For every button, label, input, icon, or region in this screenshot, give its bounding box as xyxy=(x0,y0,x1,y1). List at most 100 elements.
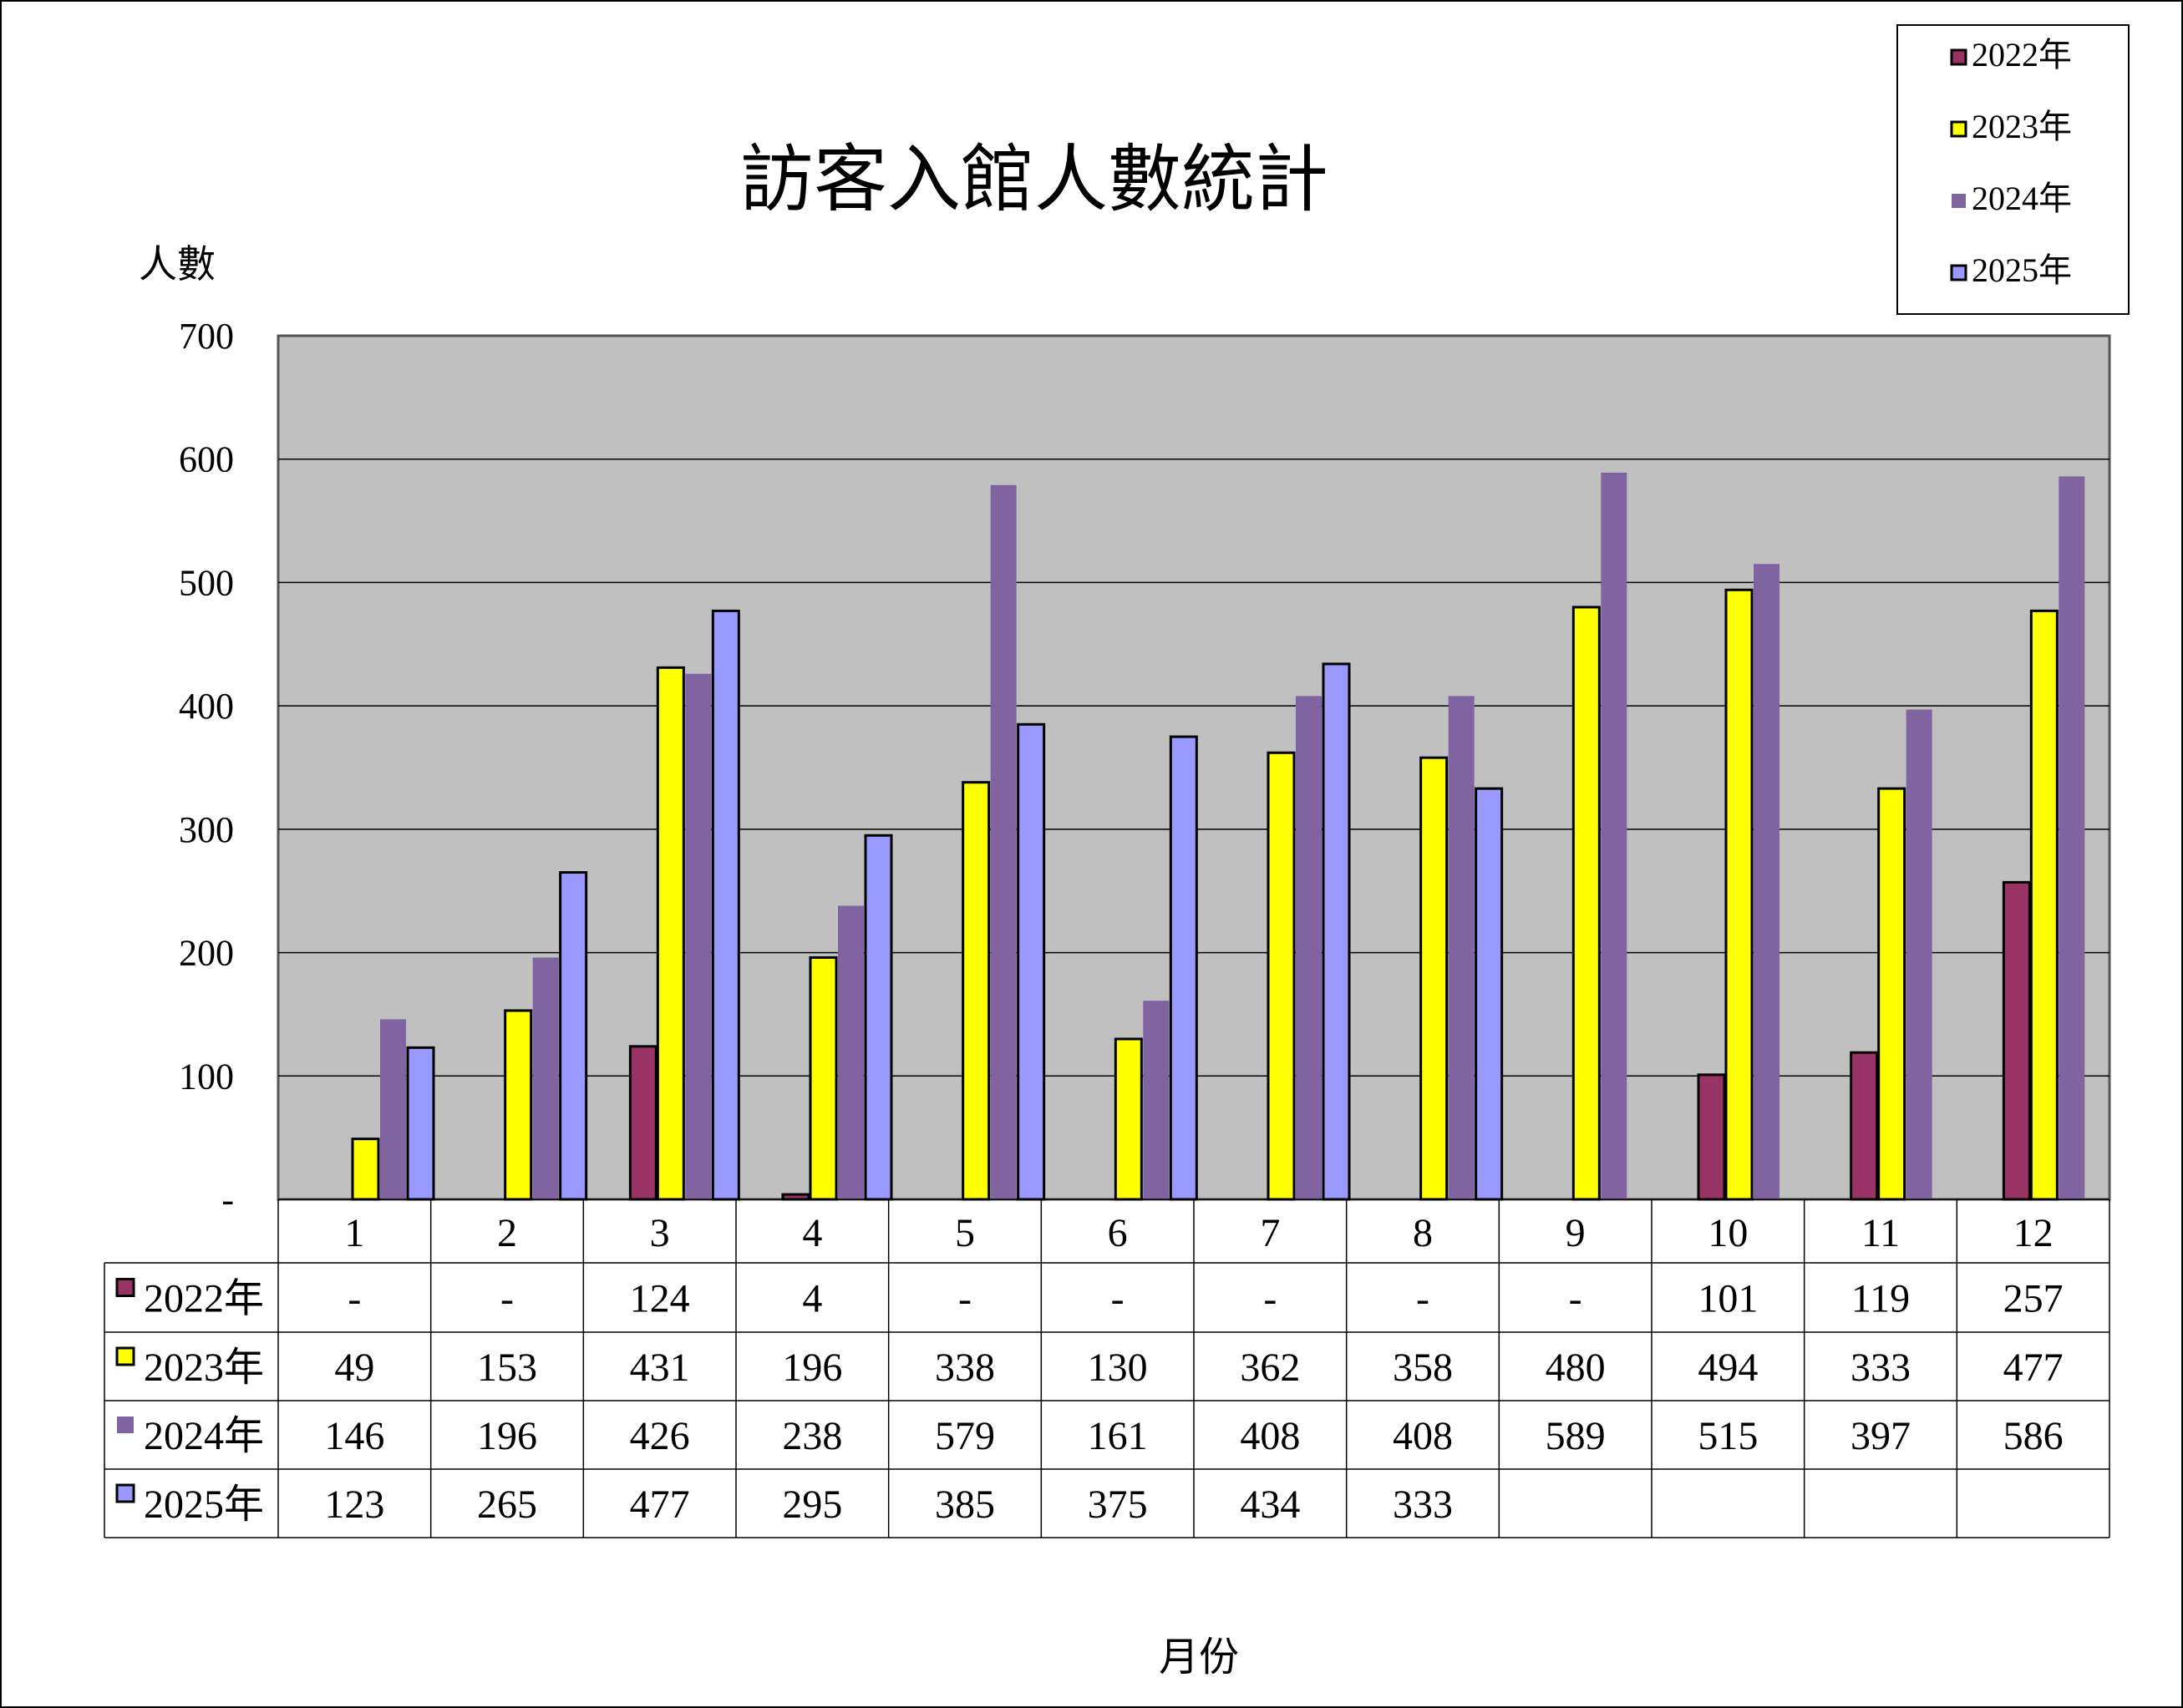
legend-label: 2023年 xyxy=(1972,108,2072,145)
bar-2024年-7 xyxy=(1296,696,1322,1199)
legend-box xyxy=(1896,24,2130,315)
legend-swatch xyxy=(1950,264,1967,281)
table-cell: 362 xyxy=(1240,1346,1300,1390)
x-tick-label: 8 xyxy=(1413,1211,1433,1255)
bar-2023年-10 xyxy=(1724,588,1754,1201)
x-tick-label: 9 xyxy=(1566,1211,1586,1255)
legend-label: 2025年 xyxy=(1972,251,2072,289)
bar-2025年-4 xyxy=(864,834,893,1201)
table-cell: 431 xyxy=(630,1346,690,1390)
table-cell: 153 xyxy=(477,1346,537,1390)
bar-2023年-3 xyxy=(656,666,685,1201)
chart-title: 訪客入館人數統計 xyxy=(740,136,1328,222)
y-tick-label: - xyxy=(221,1179,234,1220)
bar-2023年-6 xyxy=(1114,1037,1143,1201)
table-cell: 477 xyxy=(630,1482,690,1527)
bar-2023年-1 xyxy=(351,1138,380,1201)
legend: 2022年 2023年 2024年 2025年 xyxy=(1896,24,2130,315)
bar-2023年-11 xyxy=(1877,787,1906,1201)
bar-2024年-9 xyxy=(1601,472,1627,1199)
bar-2025年-7 xyxy=(1322,662,1351,1201)
table-cell: 586 xyxy=(2003,1414,2064,1458)
x-tick-label: 3 xyxy=(650,1211,670,1255)
x-axis-label: 月份 xyxy=(1159,1634,1239,1680)
bar-2022年-12 xyxy=(2002,880,2031,1201)
bar-2024年-8 xyxy=(1448,696,1475,1199)
bar-2023年-7 xyxy=(1267,751,1296,1201)
table-cell: 124 xyxy=(630,1277,690,1321)
bar-2023年-12 xyxy=(2029,609,2059,1201)
bar-2024年-10 xyxy=(1754,564,1779,1199)
legend-swatch xyxy=(1950,120,1967,138)
bar-2024年-4 xyxy=(838,905,864,1199)
legend-swatch xyxy=(1950,48,1967,66)
bar-2023年-5 xyxy=(962,781,991,1201)
table-cell: 101 xyxy=(1698,1277,1758,1321)
bar-2024年-5 xyxy=(990,484,1017,1199)
table-cell: 161 xyxy=(1088,1414,1148,1458)
bar-2022年-3 xyxy=(628,1045,657,1201)
table-cell: 408 xyxy=(1240,1414,1300,1458)
bar-2024年-12 xyxy=(2059,476,2085,1199)
table-cell: 426 xyxy=(630,1414,690,1458)
table-cell: 358 xyxy=(1393,1346,1453,1390)
table-cell: 257 xyxy=(2003,1277,2064,1321)
table-cell: 295 xyxy=(782,1482,842,1527)
bar-2025年-3 xyxy=(711,609,740,1201)
table-cell: - xyxy=(1111,1277,1124,1321)
y-tick-label: 300 xyxy=(179,809,234,850)
table-cell: - xyxy=(1263,1277,1277,1321)
table-series-swatch xyxy=(115,1483,135,1503)
table-cell: 49 xyxy=(334,1346,374,1390)
bar-2025年-2 xyxy=(559,871,588,1201)
table-cell: 265 xyxy=(477,1482,537,1527)
table-cell: - xyxy=(500,1277,514,1321)
table-cell: 397 xyxy=(1850,1414,1911,1458)
table-cell: 130 xyxy=(1088,1346,1148,1390)
bar-2024年-11 xyxy=(1906,709,1932,1199)
table-cell: 119 xyxy=(1851,1277,1910,1321)
x-tick-label: 5 xyxy=(955,1211,975,1255)
table-cell: 375 xyxy=(1088,1482,1148,1527)
bar-2024年-1 xyxy=(380,1019,406,1199)
table-cell: - xyxy=(1416,1277,1429,1321)
table-cell: 477 xyxy=(2003,1346,2064,1390)
bar-2025年-6 xyxy=(1169,735,1198,1201)
x-tick-label: 4 xyxy=(802,1211,822,1255)
table-series-label: 2024年 xyxy=(144,1414,264,1458)
x-tick-label: 10 xyxy=(1708,1211,1748,1255)
x-tick-label: 7 xyxy=(1260,1211,1280,1255)
table-cell: 238 xyxy=(782,1414,842,1458)
table-cell: 333 xyxy=(1393,1482,1453,1527)
table-cell: 480 xyxy=(1546,1346,1606,1390)
table-cell: 123 xyxy=(324,1482,384,1527)
bars xyxy=(351,472,2085,1201)
x-tick-label: 12 xyxy=(2013,1211,2054,1255)
table-cell: 333 xyxy=(1850,1346,1911,1390)
legend-label: 2024年 xyxy=(1972,180,2072,217)
legend-swatch xyxy=(1952,194,1966,208)
x-tick-label: 11 xyxy=(1861,1211,1900,1255)
bar-2024年-2 xyxy=(532,957,559,1199)
x-tick-label: 1 xyxy=(344,1211,364,1255)
table-series-label: 2025年 xyxy=(144,1482,264,1527)
table-cell: 385 xyxy=(935,1482,995,1527)
bar-2022年-4 xyxy=(781,1193,810,1201)
bar-2025年-5 xyxy=(1017,722,1046,1201)
bar-2024年-6 xyxy=(1143,1001,1170,1199)
y-axis-ticks: - 100 200 300 400 500 600 700 xyxy=(179,316,234,1220)
y-tick-label: 100 xyxy=(179,1056,234,1097)
table-cell: 338 xyxy=(935,1346,995,1390)
table-cell: 434 xyxy=(1240,1482,1300,1527)
bar-2025年-1 xyxy=(406,1046,435,1201)
table-cell: 4 xyxy=(802,1277,822,1321)
bar-2022年-10 xyxy=(1697,1073,1726,1201)
table-cell: - xyxy=(958,1277,972,1321)
table-cell: 408 xyxy=(1393,1414,1453,1458)
table-series-swatch xyxy=(115,1346,135,1366)
table-cell: 515 xyxy=(1698,1414,1758,1458)
table-series-swatch xyxy=(117,1417,134,1433)
table-cell: 146 xyxy=(324,1414,384,1458)
